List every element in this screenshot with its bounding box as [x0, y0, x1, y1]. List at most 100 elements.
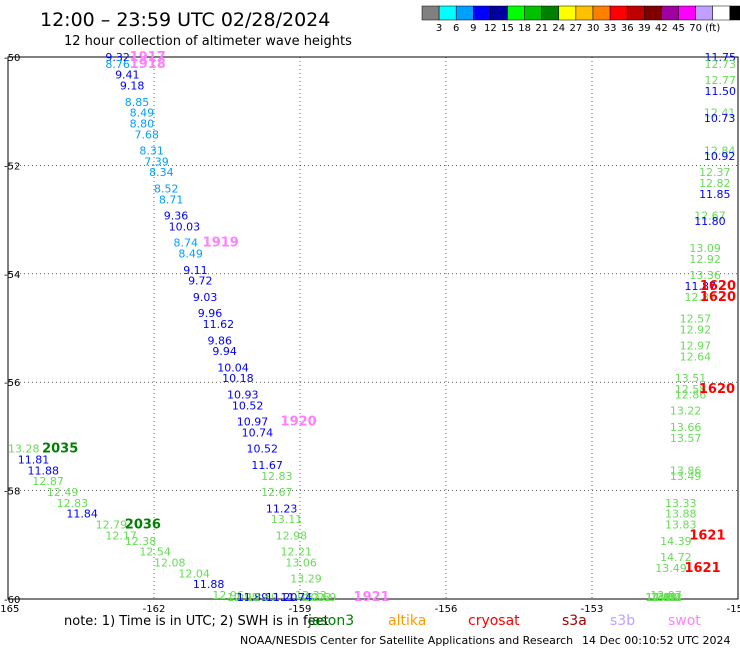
pass-time-annotation: 2035: [42, 442, 78, 457]
swh-value-label: 12.87: [684, 291, 716, 304]
swh-value-label: 13.06: [285, 556, 317, 569]
legend-swatch: [695, 5, 713, 21]
legend-swatch: [421, 5, 440, 21]
swh-value-label: 8.76: [105, 58, 130, 71]
swh-value-label: 13.29: [290, 573, 322, 586]
swh-value-label: 12.57: [680, 313, 712, 326]
swh-value-label: 13.83: [665, 519, 697, 532]
y-tick-label: -56: [4, 378, 20, 389]
legend-tick-label: 6: [453, 23, 459, 34]
swh-value-label: 13.51: [675, 372, 707, 385]
swh-value-label: 10.52: [246, 443, 278, 456]
swh-value-label: 11.62: [203, 318, 235, 331]
swh-value-label: 10.18: [222, 372, 254, 385]
legend-tick-label: 12: [484, 23, 497, 34]
swh-value-label: 12.67: [261, 486, 293, 499]
swh-value-label: 12.38: [125, 535, 157, 548]
legend-tick-label: 21: [535, 23, 548, 34]
swh-value-label: 12.17: [105, 529, 137, 542]
swh-value-label: 12.04: [178, 567, 210, 580]
swh-value-label: 10.52: [232, 399, 264, 412]
legend-swatch: [438, 5, 457, 21]
swh-value-label: 14.41: [646, 591, 678, 604]
legend-tick-label: 27: [570, 23, 583, 34]
legend-tick-label: 30: [587, 23, 600, 34]
swh-value-label: 8.52: [154, 183, 179, 196]
x-tick-label: -162: [143, 604, 166, 615]
swh-value-label: 12.95: [227, 591, 259, 604]
legend-tick-label: (ft): [705, 23, 720, 34]
swh-value-label: 13.09: [689, 242, 721, 255]
grid-lines: [8, 57, 738, 599]
legend-swatch: [626, 5, 645, 21]
legend-swatch: [455, 5, 474, 21]
legend-tick-label: 18: [518, 23, 531, 34]
color-legend: 3 6 9 12 15 18 21 24 27 30 33 36 39 42 45 70 (ft): [421, 5, 740, 34]
swh-value-label: 12.64: [680, 351, 712, 364]
swh-value-label: 8.85: [125, 96, 150, 109]
satellite-legend-altika: altika: [388, 613, 426, 629]
swh-value-label: 10.04: [217, 361, 249, 374]
legend-swatch: [490, 5, 508, 21]
legend-tick-label: 36: [621, 23, 634, 34]
legend-swatch: [558, 5, 577, 21]
swh-value-label: 12.83: [261, 470, 293, 483]
legend-swatch: [678, 5, 696, 21]
pass-time-annotation: 1917: [130, 50, 166, 65]
y-tick-label: -52: [4, 161, 20, 172]
legend-tick-label: 70: [689, 23, 702, 34]
legend-tick-label: 15: [501, 23, 514, 34]
swh-value-label: 13.22: [300, 591, 332, 604]
swh-value-label: 13.33: [295, 589, 327, 602]
legend-tick-label: 39: [638, 23, 651, 34]
swh-value-label: 13.49: [655, 562, 687, 575]
swh-value-label: 10.93: [227, 388, 259, 401]
swh-value-label: 11.87: [684, 280, 716, 293]
swh-value-label: 12.96: [212, 589, 244, 602]
y-tick-labels: -50 -52 -54 -56 -58 -60: [4, 53, 20, 606]
swh-value-label: 7.39: [144, 155, 169, 168]
swh-value-label: 11.80: [694, 215, 726, 228]
swh-value-label: 12.82: [699, 177, 731, 190]
pass-time-annotation: 1620: [700, 279, 736, 294]
chart-subtitle: 12 hour collection of altimeter wave hei…: [64, 34, 352, 49]
swh-value-label: 12.69: [305, 591, 337, 604]
swh-value-label: 13.49: [670, 470, 702, 483]
swh-value-label: 14.18: [646, 591, 678, 604]
swh-value-label: 9.41: [115, 69, 140, 82]
swh-value-label: 10.03: [169, 220, 201, 233]
x-tick-label: -150: [727, 604, 740, 615]
swh-value-label: 12.98: [276, 529, 308, 542]
footer-credit: NOAA/NESDIS Center for Satellite Applica…: [240, 634, 573, 647]
swh-value-label: 7.68: [135, 128, 160, 141]
swh-value-label: 11.50: [705, 85, 737, 98]
chart-title: 12:00 – 23:59 UTC 02/28/2024: [40, 9, 330, 31]
swh-value-label: 8.80: [130, 117, 155, 130]
swh-value-label: 11.20: [266, 591, 298, 604]
swh-value-label: 13.22: [670, 405, 702, 418]
swh-value-label: 12.73: [705, 58, 737, 71]
satellite-legend: jason3 altika cryosat s3a s3b swot: [307, 613, 701, 629]
pass-time-annotation: 2036: [125, 518, 161, 533]
legend-tick-label: 42: [655, 23, 668, 34]
satellite-legend-s3a: s3a: [562, 613, 587, 629]
swh-value-label: 12.87: [32, 475, 64, 488]
swh-value-label: 12.37: [699, 166, 731, 179]
pass-annotations: 1917191819191920192120352036162016201620…: [42, 50, 736, 605]
swh-value-label: 11.89: [237, 591, 269, 604]
x-tick-label: -165: [0, 604, 19, 615]
legend-swatch: [609, 5, 628, 21]
swh-value-label: 12.92: [689, 253, 721, 266]
legend-swatch: [729, 5, 740, 21]
swh-value-label: 11.88: [27, 464, 59, 477]
legend-swatch: [661, 5, 679, 21]
legend-tick-label: 45: [672, 23, 685, 34]
swh-value-label: 13.66: [670, 421, 702, 434]
legend-swatch: [507, 5, 525, 21]
legend-tick-label: 33: [604, 23, 617, 34]
swh-value-label: 12.86: [675, 388, 707, 401]
pass-time-annotation: 1920: [281, 415, 317, 430]
swh-value-label: 8.34: [149, 166, 174, 179]
swh-value-label: 8.49: [178, 248, 203, 261]
